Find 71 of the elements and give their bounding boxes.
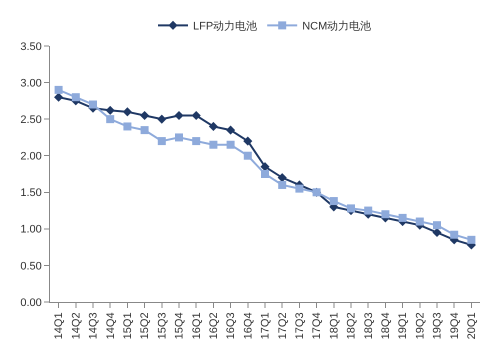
- x-tick-label: 18Q4: [380, 312, 392, 340]
- point: [54, 86, 63, 94]
- x-tick-label: 18Q2: [346, 312, 358, 340]
- x-tick-label: 15Q3: [156, 312, 168, 340]
- point: [192, 110, 201, 120]
- point: [192, 137, 200, 146]
- point: [174, 110, 184, 120]
- x-tick-label: 16Q4: [242, 312, 254, 340]
- y-tick-label: 3.50: [20, 40, 42, 53]
- point: [123, 122, 132, 130]
- x-tick-label: 17Q2: [276, 312, 289, 340]
- x-tick-label: 18Q1: [328, 312, 340, 340]
- x-tick-label: 19Q2: [414, 312, 426, 340]
- point: [122, 107, 132, 116]
- point: [140, 126, 149, 134]
- point: [416, 218, 424, 226]
- legend-label: LFP动力电池: [193, 20, 258, 33]
- x-tick-label: 15Q1: [122, 312, 134, 340]
- point: [208, 122, 218, 132]
- x-tick-label: 19Q1: [397, 312, 410, 340]
- y-tick-label: 1.50: [20, 187, 42, 200]
- point: [226, 140, 235, 149]
- x-tick-label: 16Q3: [225, 312, 238, 340]
- point: [450, 230, 458, 239]
- x-tick-label: 20Q1: [466, 312, 478, 340]
- point: [433, 221, 441, 230]
- x-tick-label: 14Q1: [53, 312, 66, 340]
- y-tick-label: 2.00: [20, 150, 42, 163]
- point: [106, 106, 115, 115]
- x-tick-label: 17Q4: [311, 312, 324, 340]
- point: [140, 110, 150, 120]
- point: [330, 197, 338, 206]
- point: [347, 204, 355, 212]
- x-tick-label: 17Q1: [260, 312, 272, 340]
- x-tick-label: 17Q3: [294, 312, 306, 340]
- point: [295, 184, 304, 193]
- x-tick-label: 15Q4: [174, 312, 186, 340]
- x-tick-label: 16Q2: [208, 312, 220, 340]
- point: [226, 126, 236, 135]
- y-tick-label: 0.50: [20, 260, 42, 272]
- y-tick-label: 0.00: [20, 296, 42, 309]
- point: [260, 162, 270, 172]
- point: [175, 133, 183, 142]
- point: [243, 136, 252, 146]
- x-tick-label: 19Q4: [448, 312, 461, 340]
- point: [364, 206, 372, 215]
- x-tick-label: 18Q3: [362, 312, 375, 340]
- point: [157, 114, 166, 124]
- y-tick-label: 1.00: [20, 224, 42, 236]
- point: [244, 152, 252, 160]
- y-tick-label: 3.00: [20, 77, 42, 90]
- point: [381, 210, 390, 218]
- point: [54, 92, 64, 102]
- x-tick-label: 14Q3: [88, 312, 100, 340]
- x-tick-label: 14Q2: [70, 312, 82, 340]
- x-tick-label: 15Q2: [139, 312, 152, 340]
- x-tick-label: 19Q3: [432, 312, 444, 340]
- point: [398, 214, 407, 222]
- point: [106, 115, 114, 124]
- x-tick-label: 14Q4: [104, 312, 117, 340]
- point: [261, 170, 269, 178]
- point: [209, 140, 218, 149]
- point: [278, 180, 286, 189]
- x-tick-label: 16Q1: [190, 312, 203, 340]
- legend-label: NCM动力电池: [302, 20, 372, 33]
- point: [89, 100, 97, 109]
- point: [158, 137, 166, 146]
- point: [432, 228, 442, 238]
- y-tick-label: 2.50: [20, 114, 42, 126]
- point: [467, 236, 476, 244]
- point: [72, 93, 80, 102]
